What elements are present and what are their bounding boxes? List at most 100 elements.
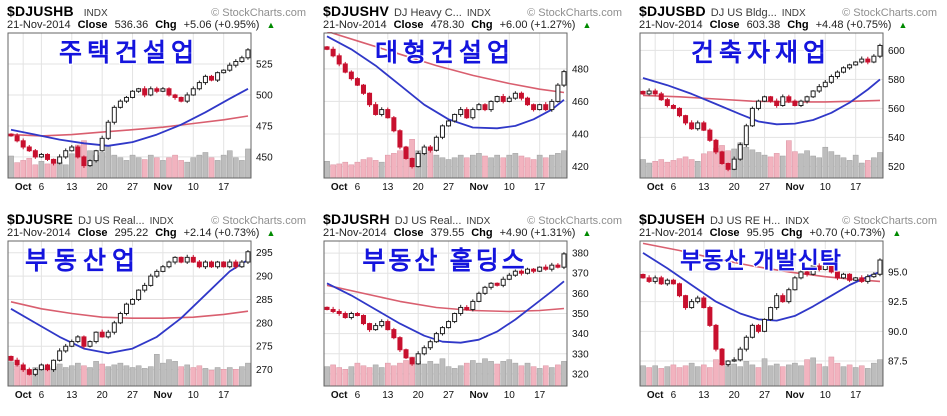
svg-text:480: 480: [572, 64, 589, 75]
svg-text:20: 20: [729, 390, 741, 401]
index-name: DJ US Real...: [77, 215, 145, 227]
close-value: 95.95: [746, 227, 775, 239]
svg-text:Nov: Nov: [469, 390, 488, 401]
chart-plot: 270 275 280 285 290 295 Oct 6 13 20 27 Nov 10 17 부동산업: [5, 240, 316, 402]
svg-text:92.5: 92.5: [888, 297, 908, 308]
close-value: 536.36: [114, 19, 149, 31]
symbol: $DJUSRE: [7, 211, 73, 227]
symbol: $DJUSEH: [639, 211, 705, 227]
chg-label: Chg: [155, 19, 177, 31]
svg-text:350: 350: [572, 309, 589, 320]
svg-text:13: 13: [698, 182, 710, 193]
price-chart: 450 475 500 525 Oct 6 13 20 27 Nov 10 17: [7, 32, 273, 193]
svg-text:475: 475: [256, 121, 273, 132]
chg-label: Chg: [471, 227, 493, 239]
svg-text:27: 27: [443, 182, 455, 193]
svg-text:87.5: 87.5: [888, 357, 908, 368]
svg-text:330: 330: [572, 349, 589, 360]
quote-line: 21-Nov-2014 Close 536.36 Chg +5.06 (+0.9…: [0, 19, 316, 32]
svg-text:6: 6: [355, 390, 361, 401]
svg-text:580: 580: [888, 75, 905, 86]
chg-value: +6.00 (+1.27%): [499, 19, 576, 31]
quote-date: 21-Nov-2014: [323, 227, 387, 239]
chart-panel-djusre[interactable]: $DJUSRE DJ US Real... INDX © StockCharts…: [0, 208, 316, 416]
svg-text:Nov: Nov: [153, 182, 172, 193]
svg-text:20: 20: [413, 390, 425, 401]
svg-text:6: 6: [39, 182, 45, 193]
exchange-label: INDX: [83, 8, 108, 19]
svg-text:280: 280: [256, 318, 273, 329]
stockcharts-credit: © StockCharts.com: [527, 7, 622, 19]
stockcharts-credit: © StockCharts.com: [211, 215, 306, 227]
svg-text:370: 370: [572, 269, 589, 280]
svg-text:520: 520: [888, 162, 905, 173]
svg-text:Nov: Nov: [785, 182, 804, 193]
close-label: Close: [77, 227, 108, 239]
index-name: DJ Heavy C...: [393, 7, 462, 19]
chg-value: +0.70 (+0.73%): [809, 227, 886, 239]
index-name: DJ US Real...: [394, 215, 462, 227]
symbol: $DJUSHB: [7, 3, 74, 19]
up-triangle-icon: ▲: [582, 228, 592, 238]
svg-text:525: 525: [256, 59, 273, 70]
svg-text:27: 27: [759, 182, 771, 193]
chart-panel-djusrh[interactable]: $DJUSRH DJ US Real... INDX © StockCharts…: [316, 208, 632, 416]
chart-header: $DJUSHB INDX © StockCharts.com: [0, 1, 316, 19]
svg-text:560: 560: [888, 104, 905, 115]
svg-text:13: 13: [382, 182, 394, 193]
chart-panel-djusbd[interactable]: $DJUSBD DJ US Bldg... INDX © StockCharts…: [632, 0, 947, 208]
chg-value: +5.06 (+0.95%): [183, 19, 260, 31]
svg-text:27: 27: [443, 390, 455, 401]
chart-panel-djushv[interactable]: $DJUSHV DJ Heavy C... INDX © StockCharts…: [316, 0, 632, 208]
svg-text:6: 6: [671, 182, 677, 193]
chg-value: +4.90 (+1.31%): [499, 227, 576, 239]
chart-panel-djushb[interactable]: $DJUSHB INDX © StockCharts.com 21-Nov-20…: [0, 0, 316, 208]
exchange-label: INDX: [466, 8, 491, 19]
svg-text:27: 27: [759, 390, 771, 401]
chart-header: $DJUSRE DJ US Real... INDX © StockCharts…: [0, 209, 316, 227]
chg-value: +4.48 (+0.75%): [815, 19, 892, 31]
svg-text:Nov: Nov: [785, 390, 804, 401]
close-value: 478.30: [430, 19, 465, 31]
stockcharts-credit: © StockCharts.com: [842, 215, 937, 227]
up-triangle-icon: ▲: [266, 20, 276, 30]
svg-text:95.0: 95.0: [888, 267, 908, 278]
close-label: Close: [77, 19, 108, 31]
chart-panel-djuseh[interactable]: $DJUSEH DJ US RE H... INDX © StockCharts…: [632, 208, 947, 416]
svg-text:320: 320: [572, 369, 589, 380]
index-name: DJ US Bldg...: [710, 7, 777, 19]
svg-text:270: 270: [256, 365, 273, 376]
svg-text:Oct: Oct: [15, 182, 32, 193]
svg-text:340: 340: [572, 329, 589, 340]
svg-text:Nov: Nov: [469, 182, 488, 193]
svg-text:17: 17: [218, 182, 230, 193]
chart-plot: 520 540 560 580 600 Oct 6 13 20 27 Nov 10 17 건축자재업: [637, 32, 947, 194]
svg-text:10: 10: [504, 390, 516, 401]
svg-text:Nov: Nov: [153, 390, 172, 401]
svg-text:420: 420: [572, 162, 589, 173]
symbol: $DJUSBD: [639, 3, 706, 19]
quote-date: 21-Nov-2014: [7, 19, 71, 31]
svg-text:Oct: Oct: [647, 390, 664, 401]
chart-header: $DJUSRH DJ US Real... INDX © StockCharts…: [316, 209, 632, 227]
svg-text:13: 13: [382, 390, 394, 401]
svg-text:20: 20: [729, 182, 741, 193]
svg-text:6: 6: [39, 390, 45, 401]
quote-line: 21-Nov-2014 Close 478.30 Chg +6.00 (+1.2…: [316, 19, 632, 32]
close-label: Close: [709, 227, 740, 239]
up-triangle-icon: ▲: [898, 20, 908, 30]
svg-text:90.0: 90.0: [888, 327, 908, 338]
chart-plot: 450 475 500 525 Oct 6 13 20 27 Nov 10 17 주택건설업: [5, 32, 316, 194]
exchange-label: INDX: [149, 216, 174, 227]
svg-text:17: 17: [850, 182, 862, 193]
svg-text:500: 500: [256, 90, 273, 101]
chg-value: +2.14 (+0.73%): [183, 227, 260, 239]
exchange-label: INDX: [466, 216, 491, 227]
svg-text:20: 20: [97, 182, 109, 193]
quote-date: 21-Nov-2014: [7, 227, 71, 239]
svg-text:460: 460: [572, 97, 589, 108]
svg-text:20: 20: [97, 390, 109, 401]
exchange-label: INDX: [781, 8, 806, 19]
svg-text:27: 27: [127, 390, 139, 401]
close-value: 379.55: [430, 227, 465, 239]
